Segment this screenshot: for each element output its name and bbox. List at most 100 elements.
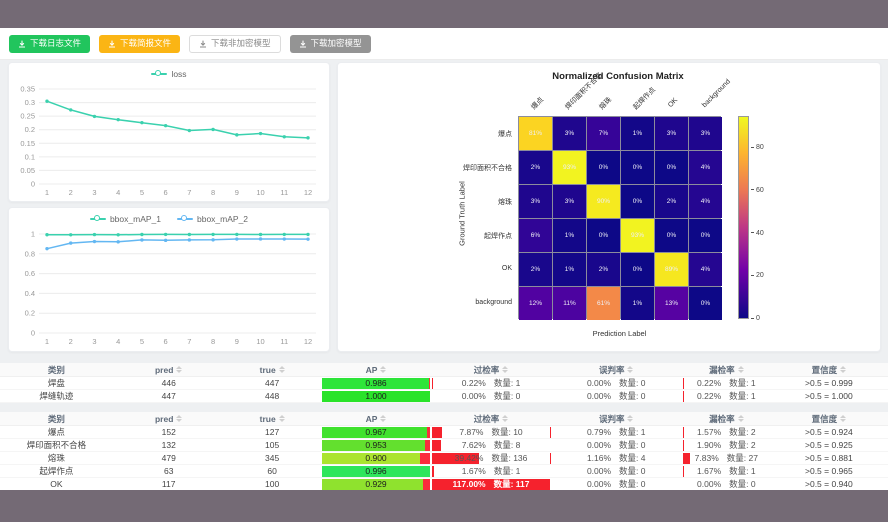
sort-icon[interactable]: [278, 366, 285, 373]
cell-true: 105: [265, 440, 280, 450]
cell-miss-rate: 0.00% 数量: 0: [683, 478, 770, 491]
download-encrypted-model-button[interactable]: 下载加密模型: [289, 34, 371, 53]
rate-pct: 1.67%: [697, 466, 722, 476]
col-header-pred[interactable]: pred: [113, 365, 225, 375]
heatmap-cell: 61%: [587, 287, 620, 320]
heatmap-row-label: 爆点: [498, 130, 512, 138]
col-header-true[interactable]: true: [225, 414, 320, 424]
col-header-类别: 类别: [0, 364, 113, 376]
cell-ap: 0.900: [320, 452, 433, 465]
col-header-AP[interactable]: AP: [320, 365, 433, 375]
heatmap-grid: 81% 3% 7% 1% 3% 3% 2% 93% 0% 0% 0% 4% 3% 3% 90% 0% 2% 4% 6…: [518, 116, 722, 320]
col-header-AP[interactable]: AP: [320, 414, 433, 424]
sort-icon[interactable]: [176, 366, 183, 373]
cell-confidence: >0.5 = 0.881: [805, 453, 853, 463]
sort-icon[interactable]: [627, 415, 634, 422]
svg-text:0.3: 0.3: [25, 98, 35, 107]
heatmap-cell: 0%: [621, 151, 654, 184]
map-chart-legend: bbox_mAP_1 bbox_mAP_2: [9, 211, 329, 227]
heatmap-cell: 12%: [519, 287, 552, 320]
cell-misjudge-rate: 0.00% 数量: 0: [550, 465, 683, 478]
svg-text:4: 4: [116, 337, 120, 346]
cell-class-label: 熔珠: [47, 453, 65, 463]
table-header-row: 类别 pred true AP 过检率 误判率 漏检率 置信度: [0, 363, 888, 377]
cell-miss-rate: 1.90% 数量: 2: [682, 439, 770, 452]
col-header-漏检率[interactable]: 漏检率: [683, 413, 770, 425]
sort-icon[interactable]: [502, 415, 509, 422]
cell-pred: 152: [161, 427, 176, 437]
ap-value: 0.900: [365, 453, 387, 463]
col-header-label: 过检率: [473, 413, 500, 424]
svg-text:5: 5: [140, 188, 144, 197]
legend-item-loss[interactable]: loss: [151, 69, 187, 79]
rate-count: 数量: 0: [619, 466, 646, 476]
cell-class-label: 起焊作点: [39, 466, 74, 476]
col-header-label: 漏检率: [709, 364, 735, 375]
sort-icon[interactable]: [380, 366, 387, 373]
cell-ap: 0.986: [320, 377, 433, 390]
table-row: 焊缝轨迹 447 448 1.000 0.00% 数量: 0 0.00% 数量: 0 0.22%…: [0, 390, 888, 403]
cell-confidence: >0.5 = 0.940: [805, 479, 853, 489]
heatmap-cell: 2%: [655, 185, 688, 218]
heatmap-cell: 4%: [689, 151, 722, 184]
download-plain-model-button[interactable]: 下载非加密模型: [189, 34, 281, 53]
svg-text:0.25: 0.25: [20, 112, 35, 121]
cell-class-label: OK: [50, 479, 63, 489]
rate-pct: 0.79%: [586, 427, 612, 437]
rate-pct: 0.22%: [461, 378, 486, 388]
rate-pct: 0.22%: [697, 391, 722, 401]
svg-text:5: 5: [140, 337, 144, 346]
col-header-pred[interactable]: pred: [113, 414, 225, 424]
cell-confidence: >0.5 = 0.924: [805, 427, 853, 437]
col-header-label: 置信度: [811, 364, 838, 375]
heatmap-cell: 2%: [519, 253, 552, 286]
download-report-button[interactable]: 下载简报文件: [99, 34, 181, 53]
col-header-label: 误判率: [598, 413, 625, 424]
col-header-置信度[interactable]: 置信度: [770, 413, 888, 425]
col-header-label: pred: [154, 364, 174, 375]
cell-miss-rate: 0.22% 数量: 1: [682, 377, 770, 390]
svg-text:0: 0: [31, 180, 35, 189]
legend-item-bbox_mAP_2[interactable]: bbox_mAP_2: [177, 214, 248, 224]
sort-icon[interactable]: [840, 415, 847, 422]
heatmap-col-label: 熔珠: [598, 96, 614, 112]
col-header-true[interactable]: true: [225, 365, 320, 375]
col-header-过检率[interactable]: 过检率: [432, 364, 549, 376]
col-header-过检率[interactable]: 过检率: [432, 413, 549, 425]
heatmap-cell: 0%: [587, 219, 620, 252]
heatmap-cell: 7%: [587, 117, 620, 150]
svg-text:2: 2: [69, 188, 73, 197]
sort-icon[interactable]: [176, 415, 183, 422]
col-header-误判率[interactable]: 误判率: [550, 413, 683, 425]
heatmap-cell: 3%: [553, 185, 586, 218]
cell-over-detect-rate: 39.42% 数量: 136: [432, 452, 549, 465]
rate-count: 数量: 117: [493, 479, 530, 489]
cell-misjudge-rate: 0.00% 数量: 0: [550, 478, 683, 491]
rate-count: 数量: 1: [619, 427, 646, 437]
sort-icon[interactable]: [737, 366, 744, 373]
legend-line-icon: [89, 215, 106, 223]
sort-icon[interactable]: [502, 366, 509, 373]
col-header-置信度[interactable]: 置信度: [770, 364, 888, 376]
heatmap-cell: 93%: [553, 151, 586, 184]
table-header-row: 类别 pred true AP 过检率 误判率 漏检率 置信度: [0, 412, 888, 426]
legend-item-bbox_mAP_1[interactable]: bbox_mAP_1: [89, 214, 161, 224]
sort-icon[interactable]: [278, 415, 285, 422]
heatmap-row-label: 起焊作点: [484, 232, 512, 240]
legend-label: loss: [171, 69, 187, 79]
sort-icon[interactable]: [840, 366, 847, 373]
cell-pred: 63: [163, 466, 174, 476]
svg-text:9: 9: [235, 188, 239, 197]
sort-icon[interactable]: [627, 366, 634, 373]
sort-icon[interactable]: [737, 415, 744, 422]
heatmap-cell: 2%: [587, 253, 620, 286]
sort-icon[interactable]: [380, 415, 387, 422]
heatmap-col-label: OK: [667, 96, 680, 109]
svg-text:8: 8: [211, 337, 215, 346]
col-header-误判率[interactable]: 误判率: [550, 364, 683, 376]
heatmap-col-label: background: [701, 78, 732, 109]
cell-class-label: 焊缝轨迹: [39, 391, 74, 401]
col-header-漏检率[interactable]: 漏检率: [683, 364, 770, 376]
download-log-button[interactable]: 下载日志文件: [9, 34, 91, 53]
heatmap-cell: 93%: [621, 219, 654, 252]
